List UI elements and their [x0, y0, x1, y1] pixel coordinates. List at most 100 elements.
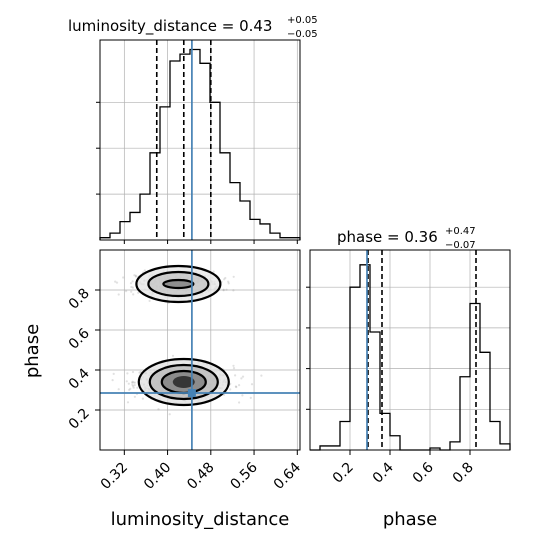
ld-title: luminosity_distance = 0.43: [68, 17, 272, 36]
joint-scatter-point: [131, 380, 134, 383]
phase-histogram-panel: 0.2 0.4 0.6 0.8: [306, 249, 511, 487]
phase-histogram-step: [310, 264, 511, 451]
joint-scatter-point: [234, 385, 237, 388]
joint-scatter-point: [222, 288, 225, 291]
joint-scatter-point: [225, 288, 228, 291]
joint-scatter-point: [229, 388, 232, 391]
joint-scatter-point: [240, 377, 243, 380]
joint-truth-marker: [187, 389, 196, 397]
joint-ytick-label: 0.6: [66, 325, 93, 352]
joint-scatter-point: [114, 280, 117, 283]
joint-scatter-point: [143, 269, 146, 272]
joint-scatter-point: [131, 370, 135, 374]
joint-scatter-point: [132, 385, 135, 388]
ld-hist-frame: [99, 39, 301, 241]
phase-xtick-label: 0.6: [410, 459, 437, 486]
joint-posterior-panel: 0.32 0.40 0.48 0.56 0.64 0.2 0.4 0.6 0.8: [66, 249, 304, 493]
ld-histogram-step: [99, 48, 301, 240]
joint-scatter-point: [232, 275, 235, 278]
joint-density-shade: [163, 280, 194, 288]
joint-scatter-point: [232, 364, 235, 367]
joint-scatter-point: [133, 384, 136, 387]
joint-contour: [135, 264, 222, 304]
joint-ytick-label: 0.8: [66, 286, 93, 313]
joint-scatter-point: [232, 367, 236, 370]
joint-scatter-point: [227, 280, 230, 283]
joint-scatter-point: [133, 395, 136, 398]
joint-scatter-point: [249, 396, 252, 399]
joint-scatter-point: [125, 290, 128, 293]
joint-scatter-point: [132, 381, 135, 384]
joint-scatter-point: [129, 282, 133, 285]
joint-density-shade: [172, 376, 195, 388]
joint-scatter-point: [232, 289, 235, 292]
phase-xtick-label: 0.4: [370, 459, 397, 486]
joint-scatter-point: [125, 380, 128, 383]
phase-title: phase = 0.36: [337, 228, 438, 246]
y-axis-label-phase: phase: [22, 324, 43, 378]
joint-scatter-point: [131, 383, 134, 386]
joint-scatter-point: [241, 394, 244, 397]
joint-scatter-point: [235, 385, 238, 389]
joint-contour: [162, 278, 195, 290]
joint-scatter-point: [112, 372, 115, 375]
joint-scatter-point: [224, 276, 227, 280]
joint-frame: [99, 249, 301, 451]
joint-scatter-point: [234, 374, 237, 377]
joint-xtick-label: 0.40: [141, 460, 174, 493]
joint-scatter-point: [212, 270, 215, 273]
joint-scatter-point: [132, 293, 135, 296]
joint-scatter-point: [157, 408, 160, 411]
joint-contour: [147, 270, 210, 298]
joint-xtick-label: 0.48: [184, 460, 217, 493]
joint-xtick-label: 0.56: [228, 459, 261, 492]
joint-scatter-point: [223, 278, 226, 281]
joint-scatter-point: [138, 371, 141, 374]
joint-scatter-point: [227, 282, 230, 285]
joint-scatter-point: [132, 386, 135, 389]
joint-scatter-point: [238, 384, 241, 387]
phase-title-minus: −0.07: [445, 240, 476, 251]
joint-scatter-point: [136, 386, 139, 389]
joint-scatter-point: [222, 289, 225, 292]
ld-title-plus: +0.05: [287, 15, 318, 26]
phase-xtick-label: 0.2: [330, 460, 357, 487]
joint-ytick-label: 0.4: [66, 365, 93, 392]
joint-scatter-point: [134, 275, 137, 278]
joint-scatter-point: [127, 382, 130, 385]
joint-scatter-point: [134, 274, 137, 277]
phase-title-plus: +0.47: [445, 226, 476, 237]
joint-scatter-point: [115, 281, 119, 284]
joint-contour: [137, 357, 230, 407]
joint-scatter-point: [126, 401, 130, 404]
x-axis-label-luminosity-distance: luminosity_distance: [111, 509, 290, 530]
ld-title-minus: −0.05: [287, 29, 318, 40]
joint-scatter-point: [241, 375, 245, 378]
joint-scatter-point: [130, 285, 133, 289]
joint-scatter-point: [131, 286, 134, 289]
joint-scatter-point: [171, 354, 175, 357]
joint-scatter-point: [130, 290, 133, 293]
joint-scatter-point: [168, 413, 171, 416]
x-axis-label-phase: phase: [383, 509, 437, 530]
joint-scatter-point: [117, 293, 120, 296]
joint-scatter-point: [131, 381, 134, 384]
ld-hist-grid: [100, 40, 300, 240]
joint-ytick-label: 0.2: [66, 406, 93, 433]
joint-scatter-point: [133, 274, 136, 277]
joint-scatter-point: [137, 291, 140, 294]
phase-hist-frame: [309, 249, 511, 451]
luminosity-distance-histogram-panel: [96, 39, 301, 244]
joint-scatter-point: [111, 379, 114, 382]
joint-scatter-point: [126, 372, 129, 375]
joint-scatter-point: [141, 397, 144, 400]
joint-contour: [148, 363, 219, 401]
joint-xtick-label: 0.32: [98, 460, 131, 493]
joint-scatter-point: [250, 383, 254, 386]
joint-scatter-point: [148, 299, 151, 302]
joint-scatter-point: [238, 401, 241, 404]
joint-xtick-label: 0.64: [271, 459, 304, 492]
joint-scatter-point: [131, 280, 134, 283]
joint-scatter-point: [117, 388, 120, 391]
